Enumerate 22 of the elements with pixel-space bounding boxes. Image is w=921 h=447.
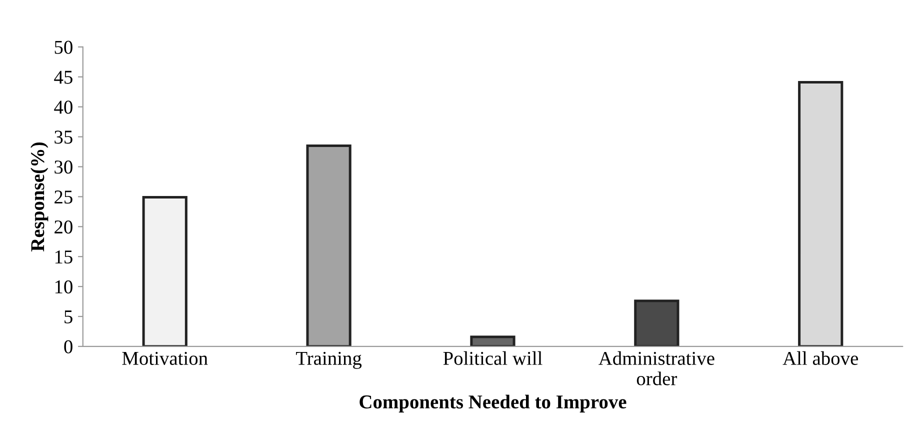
bar xyxy=(470,336,516,346)
bar xyxy=(142,196,188,346)
y-tick-label: 20 xyxy=(54,220,72,234)
y-tick-label: 45 xyxy=(54,70,72,84)
x-tick-label: All above xyxy=(782,351,858,365)
x-tick-label: Administrative order xyxy=(598,351,714,386)
y-tick-label: 30 xyxy=(54,160,72,174)
x-axis-title: Components Needed to Improve xyxy=(360,394,626,412)
y-tick-label: 40 xyxy=(54,100,72,114)
y-tick-label: 0 xyxy=(64,340,72,354)
y-tick-label: 10 xyxy=(55,280,72,294)
y-tick-label: 35 xyxy=(54,130,72,144)
x-tick-label: Political will xyxy=(443,351,542,365)
y-axis-title: Response(%) xyxy=(30,142,48,252)
y-tick-label: 15 xyxy=(55,250,72,264)
x-tick-label: Training xyxy=(296,352,362,369)
x-tick-label: Motivation xyxy=(122,352,208,365)
y-tick-label: 50 xyxy=(54,40,72,54)
y-tick-label: 25 xyxy=(54,190,72,204)
bar xyxy=(798,81,844,346)
bar xyxy=(634,300,680,346)
y-tick-label: 5 xyxy=(64,310,72,324)
